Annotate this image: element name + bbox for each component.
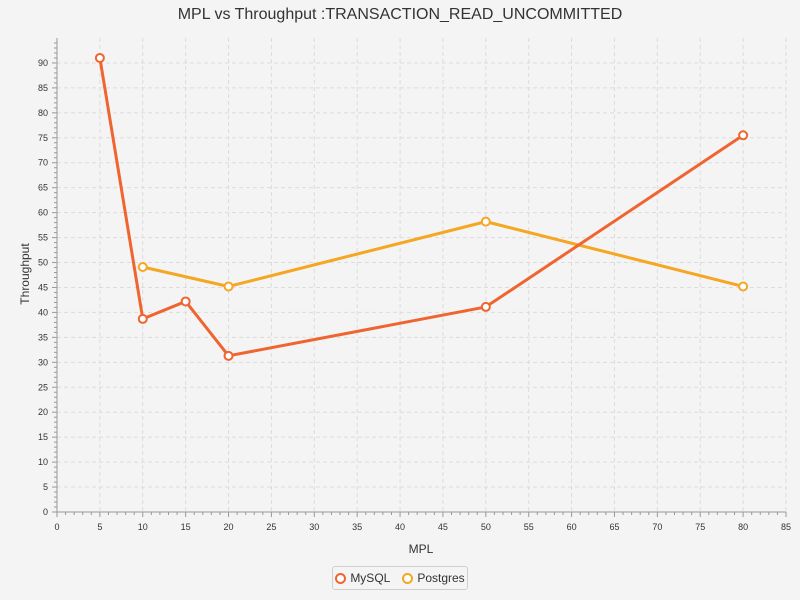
x-axis-label: MPL <box>409 542 434 556</box>
series-layer <box>94 52 749 361</box>
data-point-mysql <box>94 52 105 63</box>
y-tick-label: 15 <box>38 432 48 442</box>
legend-item-mysql: MySQL <box>335 571 390 585</box>
y-tick-label: 40 <box>38 307 48 317</box>
y-tick-label: 70 <box>38 158 48 168</box>
y-tick-label: 75 <box>38 133 48 143</box>
data-point-postgres <box>137 262 148 273</box>
y-tick-label: 30 <box>38 357 48 367</box>
x-tick-label: 80 <box>738 522 748 532</box>
legend-item-postgres: Postgres <box>402 571 465 585</box>
x-tick-label: 65 <box>609 522 619 532</box>
legend-label-postgres: Postgres <box>417 571 465 585</box>
x-tick-label: 40 <box>395 522 405 532</box>
x-tick-label: 25 <box>266 522 276 532</box>
x-tick-label: 75 <box>695 522 705 532</box>
x-tick-label: 45 <box>438 522 448 532</box>
x-tick-label: 5 <box>97 522 102 532</box>
x-tick-label: 55 <box>524 522 534 532</box>
y-tick-label: 0 <box>43 507 48 517</box>
x-tick-label: 70 <box>652 522 662 532</box>
data-point-mysql <box>738 130 749 141</box>
y-tick-label: 50 <box>38 258 48 268</box>
y-tick-label: 80 <box>38 108 48 118</box>
y-tick-label: 60 <box>38 208 48 218</box>
x-tick-label: 30 <box>309 522 319 532</box>
chart-title: MPL vs Throughput :TRANSACTION_READ_UNCO… <box>177 6 623 23</box>
y-tick-label: 45 <box>38 282 48 292</box>
x-tick-label: 50 <box>481 522 491 532</box>
x-tick-label: 0 <box>54 522 59 532</box>
x-tick-label: 20 <box>224 522 234 532</box>
x-tick-label: 15 <box>181 522 191 532</box>
y-axis-label: Throughput <box>18 243 32 305</box>
x-tick-label: 10 <box>138 522 148 532</box>
y-tick-label: 65 <box>38 183 48 193</box>
data-point-mysql <box>137 313 148 324</box>
data-point-postgres <box>480 216 491 227</box>
data-point-postgres <box>738 281 749 292</box>
y-tick-label: 90 <box>38 58 48 68</box>
legend-label-mysql: MySQL <box>350 571 391 585</box>
legend-marker-mysql-icon <box>335 572 347 584</box>
y-tick-label: 10 <box>38 457 48 467</box>
y-tick-label: 35 <box>38 332 48 342</box>
axes: 0 5 10 15 20 25 30 35 40 45 50 55 60 65 70 75 80 85 0 5 10 15… <box>38 38 791 532</box>
legend-marker-postgres-icon <box>402 572 414 584</box>
data-point-mysql <box>480 301 491 312</box>
legend: MySQL Postgres <box>332 566 468 590</box>
data-point-postgres <box>223 281 234 292</box>
grid-lines <box>56 38 787 513</box>
data-point-mysql <box>180 296 191 307</box>
x-tick-label: 60 <box>567 522 577 532</box>
series-line-postgres <box>141 220 745 288</box>
y-tick-label: 85 <box>38 83 48 93</box>
series-line-mysql <box>98 56 745 358</box>
x-tick-label: 35 <box>352 522 362 532</box>
y-tick-label: 20 <box>38 407 48 417</box>
y-tick-label: 55 <box>38 233 48 243</box>
y-tick-label: 25 <box>38 382 48 392</box>
data-point-mysql <box>223 350 234 361</box>
x-tick-label: 85 <box>781 522 791 532</box>
y-tick-label: 5 <box>43 482 48 492</box>
